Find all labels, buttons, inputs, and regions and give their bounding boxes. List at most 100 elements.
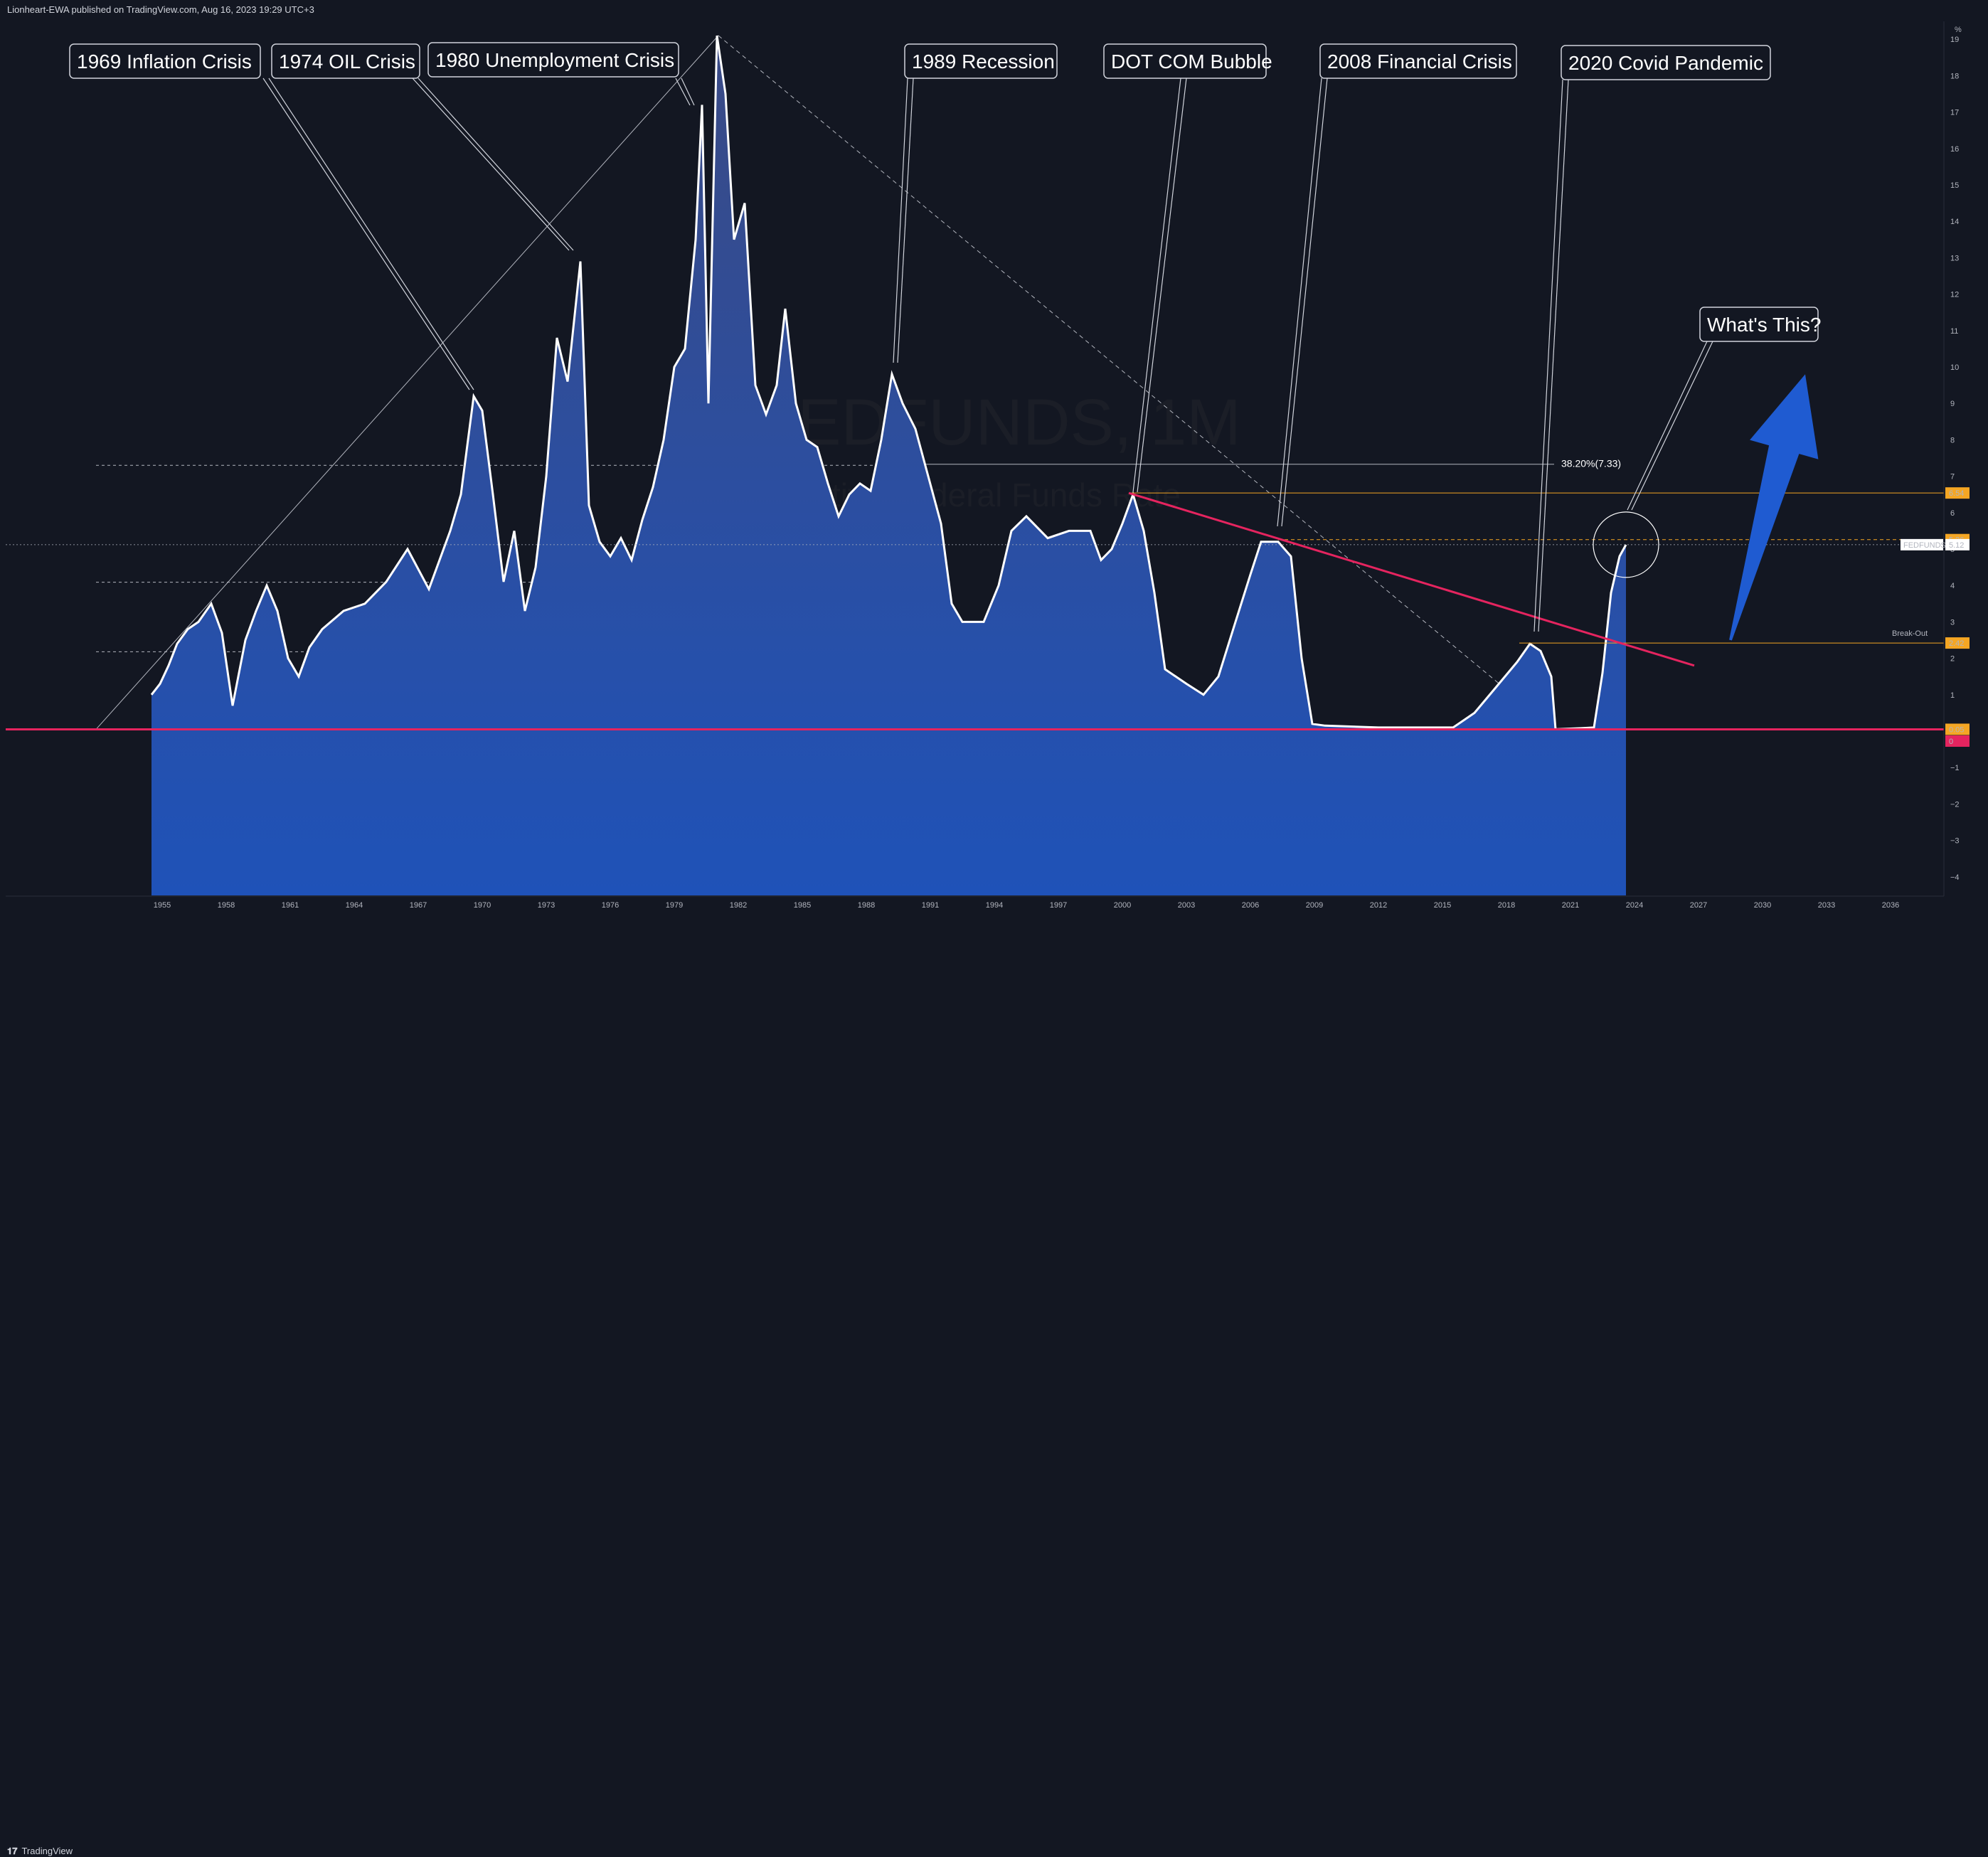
annotation-leader-b [1137,78,1187,493]
annotation-leader-b [1281,78,1328,527]
annotation-leader-a [262,78,470,390]
y-tick-label: 7 [1950,473,1955,481]
x-tick-label: 2018 [1498,901,1515,910]
annotation-box[interactable] [69,43,261,79]
y-tick-label: 3 [1950,618,1955,627]
annotation-leader-b [897,78,914,363]
annotation-leader-b [418,78,574,251]
level-lines: Break-Out [6,491,1944,730]
annotation-leader-a [1627,341,1708,511]
x-tick-label: 1967 [410,901,427,910]
y-unit-label: % [1955,26,1962,34]
x-tick-label: 1997 [1050,901,1067,910]
annotation-leader-lines [262,78,1713,632]
annotation-box[interactable] [1319,43,1517,79]
x-tick-label: 1970 [474,901,491,910]
price-label-box [1945,735,1970,747]
annotation-leader-b [1631,341,1713,511]
watermark-title: FEDFUNDS, 1M [758,386,1241,459]
chart-canvas[interactable]: FEDFUNDS, 1M Effective Federal Funds Rat… [0,0,1988,941]
annotation-box[interactable] [1561,45,1771,80]
y-tick-label: 13 [1950,254,1959,262]
diagonal-line-falling [718,35,1555,730]
symbol-tag-box [1901,538,1943,550]
x-tick-label: 1955 [154,901,171,910]
x-tick-label: 2015 [1434,901,1451,910]
price-label-box [1945,487,1970,499]
y-tick-label: 19 [1950,36,1959,44]
y-tick-label: 11 [1950,327,1958,336]
diagonal-lines [95,35,1555,730]
annotation-label: What's This? [1707,314,1821,336]
y-tick-label: 18 [1950,72,1959,80]
annotation-label: 2008 Financial Crisis [1327,50,1512,73]
x-tick-label: 1976 [602,901,619,910]
fib-extension-label: 38.20%(7.33) [1561,458,1621,469]
x-tick-label: 1982 [730,901,747,910]
x-tick-label: 2024 [1626,901,1643,910]
annotation-label: 2020 Covid Pandemic [1568,52,1763,74]
tradingview-logo-icon: 𝟏𝟕 [7,1846,18,1856]
annotation-box[interactable] [1103,43,1267,79]
diagonal-line-rising [95,35,719,730]
x-tick-label: 2003 [1178,901,1195,910]
y-tick-label: 15 [1950,181,1959,190]
annotation-box[interactable] [427,42,679,78]
highlight-circle [1593,511,1659,578]
x-tick-label: 2021 [1562,901,1579,910]
x-tick-label: 1979 [666,901,683,910]
y-tick-label: 4 [1950,582,1955,590]
annotation-leader-b [1538,79,1569,632]
price-label-text: 0 [1949,738,1953,746]
projection-arrow-shape[interactable] [1729,374,1819,641]
price-label-box [1945,538,1970,550]
price-label-box [1945,637,1970,649]
x-tick-label: 2030 [1754,901,1771,910]
annotation-label: 1969 Inflation Crisis [77,50,252,73]
annotation-leader-a [1533,79,1563,632]
x-tick-label: 1988 [858,901,875,910]
y-tick-label: 17 [1950,109,1959,117]
annotation-leader-a [675,78,691,106]
annotation-box[interactable] [271,43,420,79]
annotations: 1969 Inflation Crisis 1974 OIL Crisis 1980… [69,42,1821,342]
y-tick-label: 16 [1950,145,1959,154]
series-line [150,35,1627,730]
price-label-text: 6.54 [1949,489,1964,498]
x-tick-label: 2027 [1690,901,1707,910]
annotation-box[interactable] [904,43,1058,79]
publish-info: Lionheart-EWA published on TradingView.c… [7,4,314,15]
annotation-leader-b [268,78,474,390]
annotation-label: 1989 Recession [912,50,1055,73]
x-tick-label: 1973 [538,901,555,910]
x-axis[interactable]: 1955 1958 1961 1964 1967 1970 1973 1976 1979 1982… [6,895,1944,910]
downtrend-line [1128,491,1695,667]
y-tick-label: −4 [1950,873,1960,882]
annotation-leader-a [893,78,908,363]
projection-arrow[interactable] [1729,374,1819,641]
x-tick-label: 2000 [1114,901,1131,910]
annotation-box[interactable] [1699,307,1819,342]
tradingview-logo[interactable]: 𝟏𝟕 TradingView [7,1846,73,1857]
price-label-text: 0.05 [1949,725,1964,734]
price-label-text: 5.12 [1949,541,1964,550]
y-axis[interactable]: 191817161514131211109876543210−1−2−3−4 [1943,21,1960,896]
x-tick-label: 2006 [1242,901,1259,910]
x-tick-label: 1964 [346,901,363,910]
breakout-label: Break-Out [1892,629,1928,638]
y-tick-label: 8 [1950,436,1955,445]
y-tick-label: 2 [1950,655,1955,664]
annotation-leader-b [681,78,695,106]
y-tick-label: −1 [1950,764,1960,772]
symbol-tag-text: FEDFUNDS [1903,541,1946,550]
x-tick-label: 1991 [922,901,939,910]
header-bar: Lionheart-EWA published on TradingView.c… [0,0,1988,20]
x-tick-label: 1961 [282,901,299,910]
y-tick-label: 9 [1950,400,1955,408]
y-tick-label: 10 [1950,363,1959,372]
annotation-leader-a [1132,78,1181,493]
y-tick-label: 12 [1950,291,1959,299]
tradingview-brand: TradingView [21,1846,73,1856]
annotation-label: 1974 OIL Crisis [279,50,415,73]
